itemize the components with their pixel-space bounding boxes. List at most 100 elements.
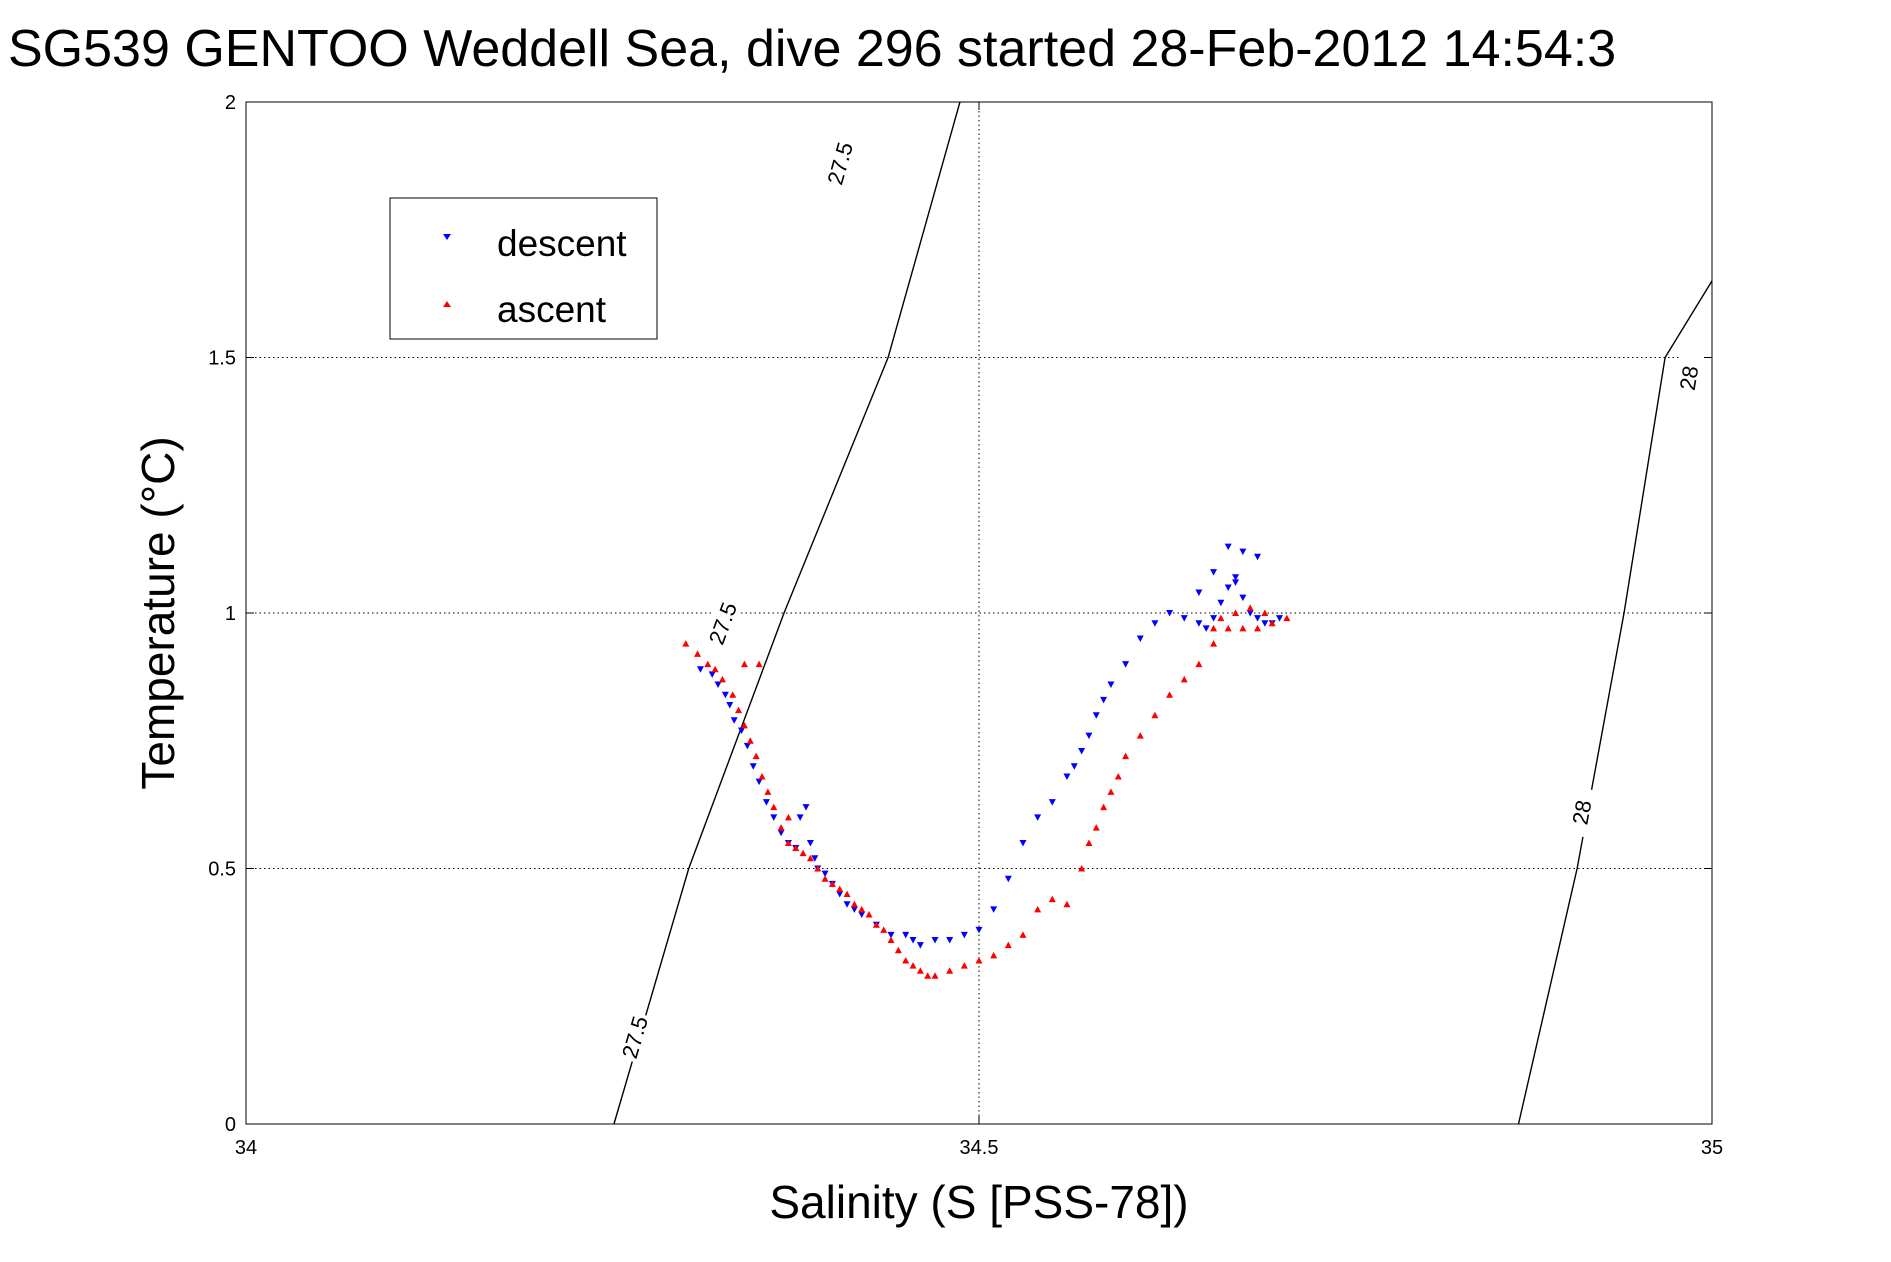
descent-point [836,891,844,898]
ascent-point [740,721,748,729]
ascent-point [1195,660,1203,668]
ascent-point [1019,931,1027,938]
ascent-point [931,972,939,979]
ascent-point [1100,803,1108,811]
ascent-point [1246,604,1254,611]
ascent-point [1078,865,1086,872]
contour-line [613,101,961,1125]
ascent-point [758,773,766,780]
contour-line [1517,280,1713,1125]
y-tick-label: 1 [225,603,236,625]
y-tick-label: 0.5 [208,859,236,881]
descent-point [708,671,716,678]
legend-ascent-label: ascent [497,289,607,330]
descent-point [811,855,819,862]
ascent-point [777,824,785,831]
descent-point [1232,579,1240,586]
ascent-point [755,660,763,668]
ascent-point [946,967,954,974]
descent-point [909,937,917,944]
ascent-point [752,752,760,760]
descent-point [730,717,738,724]
descent-point [1224,543,1232,551]
descent-point [1136,635,1144,643]
ascent-point [1261,609,1269,616]
ascent-point [975,956,983,964]
descent-point [1048,799,1056,806]
ascent-point [740,660,748,668]
ascent-point [1048,895,1056,903]
y-axis-label: Temperature (°C) [132,436,184,789]
ascent-point [990,951,998,959]
contour-label: 28 [1568,798,1597,827]
x-axis-label: Salinity (S [PSS-78]) [769,1176,1188,1228]
ascent-point [718,675,726,683]
descent-point [1239,594,1247,602]
contour-label-bg [701,596,744,651]
ascent-point [770,803,778,811]
descent-point [1276,615,1284,622]
ascent-point [850,900,858,908]
descent-point [1100,696,1108,704]
ascent-point [784,813,792,821]
descent-point [802,804,810,811]
ascent-point [1232,609,1240,616]
descent-point [1261,620,1269,627]
descent-point [1151,620,1159,627]
ascent-point [764,788,772,795]
descent-point [1122,661,1130,668]
x-tick-label: 34 [235,1137,257,1159]
descent-point [1107,681,1115,689]
contour-label-bg [615,1010,654,1064]
descent-point [726,701,734,709]
ascent-point [1283,614,1291,622]
ascent-point [1034,905,1042,913]
descent-point [749,763,757,770]
descent-point [1085,732,1093,740]
chart-title: SG539 GENTOO Weddell Sea, dive 296 start… [8,20,1616,78]
ascent-point [1092,824,1100,831]
legend-descent-marker [443,234,451,240]
descent-point [1070,763,1078,770]
contour-label-group: 27.5 [820,136,859,190]
legend-ascent-marker [443,301,451,307]
descent-point [916,942,924,949]
descent-point [1195,589,1203,597]
descent-point [743,742,751,750]
descent-point [1034,814,1042,821]
ascent-point [784,839,792,846]
descent-point [1246,610,1254,617]
descent-point [931,937,939,944]
descent-point [1224,584,1232,591]
contour-label-bg [820,136,859,190]
ascent-point [1151,711,1159,719]
descent-point [1210,615,1218,622]
ascent-point [865,910,873,918]
ascent-point [1063,900,1071,908]
descent-point [714,681,722,689]
ascent-point [711,665,719,673]
descent-point [796,814,804,821]
ascent-point [735,706,743,714]
descent-point [806,839,814,847]
descent-point [1254,615,1262,622]
descent-point [960,931,968,939]
ascent-point [872,921,880,928]
ascent-point [909,962,917,969]
ascent-point [836,885,844,892]
contour-label: 28 [1675,364,1704,392]
ascent-point [887,936,895,944]
axis-ticks: 34 34.5 35 0 0.5 1 1.5 2 [208,92,1723,1159]
descent-point [902,931,910,939]
ascent-point [1136,732,1144,739]
ascent-point [746,737,754,744]
ascent-point [1107,788,1115,795]
descent-point [843,901,851,908]
descent-point [850,906,858,913]
descent-point [738,727,746,735]
ascent-point [704,660,712,668]
ascent-point [924,972,932,979]
ascent-point [814,865,822,872]
descent-point [1166,610,1174,617]
ascent-point [694,650,702,657]
